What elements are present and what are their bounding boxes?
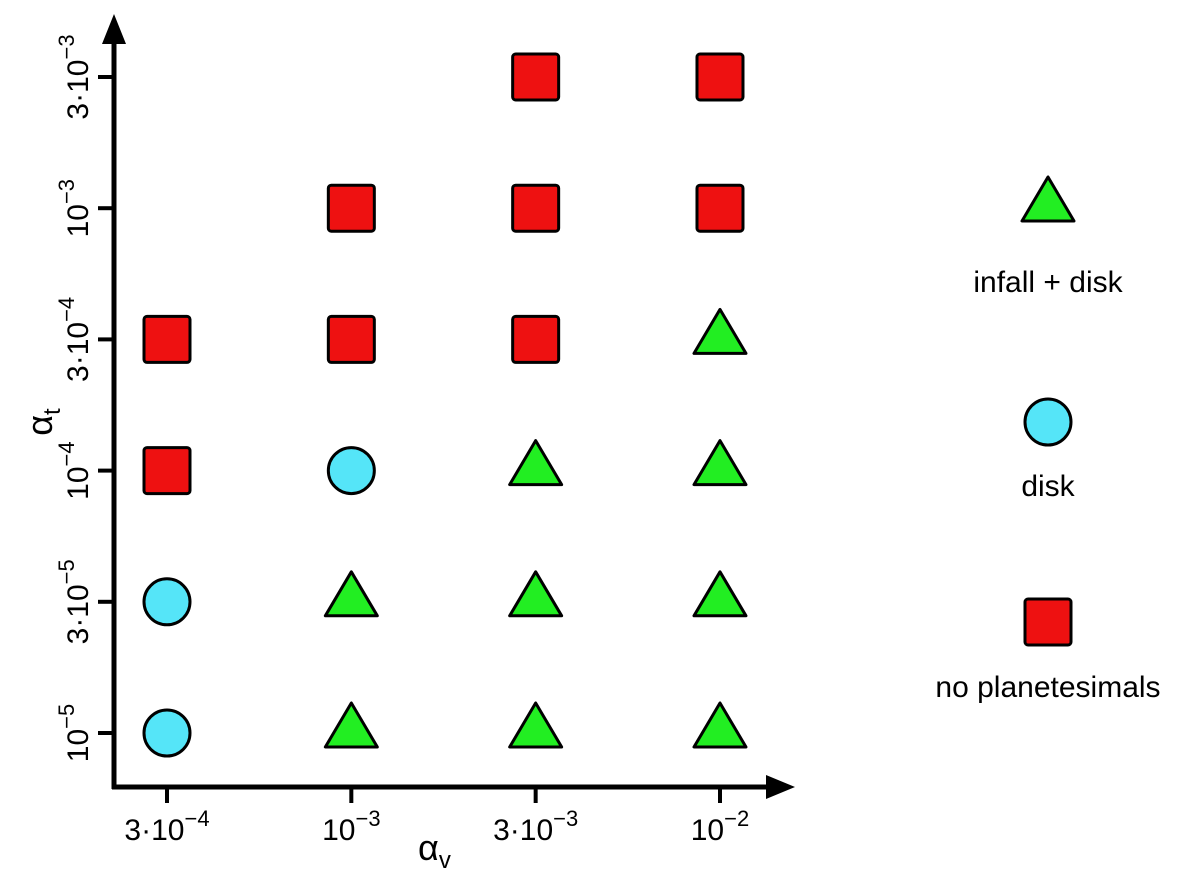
marker-triangle: [508, 701, 564, 749]
marker-circle: [142, 708, 192, 758]
x-tick-label: 10−2: [691, 806, 749, 847]
marker-square: [511, 314, 561, 364]
marker-square: [511, 52, 561, 102]
legend-marker-square: [1023, 597, 1073, 647]
marker-triangle: [692, 439, 748, 487]
marker-circle: [142, 577, 192, 627]
markers: [142, 52, 748, 758]
marker-circle: [326, 446, 376, 496]
marker-square: [142, 314, 192, 364]
x-tick-label: 10−3: [322, 806, 380, 847]
marker-square: [326, 314, 376, 364]
legend-label: infall + disk: [973, 266, 1123, 299]
y-tick-label: 3·10−3: [54, 34, 95, 119]
marker-square: [511, 183, 561, 233]
marker-triangle: [692, 701, 748, 749]
x-axis-label: αv: [418, 827, 451, 871]
legend-label: disk: [1021, 470, 1075, 503]
y-tick-label: 10−3: [54, 179, 95, 237]
y-axis-arrow: [102, 14, 126, 44]
x-ticks: 3·10−4 10−3 3·10−3 10−2: [124, 787, 749, 847]
y-ticks: 10−5 3·10−5 10−4 3·10−4 10−3 3·10−3: [54, 34, 114, 762]
legend: infall + disk disk no planetesimals: [935, 175, 1161, 704]
legend-label: no planetesimals: [935, 671, 1160, 704]
y-axis-label: αt: [19, 408, 66, 436]
legend-marker-triangle: [1020, 175, 1076, 223]
marker-triangle: [692, 570, 748, 618]
x-axis-arrow: [766, 775, 795, 799]
marker-square: [142, 446, 192, 496]
x-tick-label: 3·10−4: [124, 806, 209, 847]
y-tick-label: 10−5: [54, 704, 95, 762]
y-tick-label: 3·10−4: [54, 297, 95, 382]
marker-square: [695, 52, 745, 102]
y-tick-label: 3·10−5: [54, 559, 95, 644]
y-tick-label: 10−4: [54, 441, 95, 499]
x-tick-label: 3·10−3: [493, 806, 578, 847]
marker-triangle: [508, 570, 564, 618]
marker-square: [326, 183, 376, 233]
marker-triangle: [323, 701, 379, 749]
marker-triangle: [508, 439, 564, 487]
legend-marker-circle: [1023, 397, 1073, 447]
marker-square: [695, 183, 745, 233]
marker-triangle: [692, 307, 748, 355]
axes: [102, 14, 795, 799]
marker-triangle: [323, 570, 379, 618]
